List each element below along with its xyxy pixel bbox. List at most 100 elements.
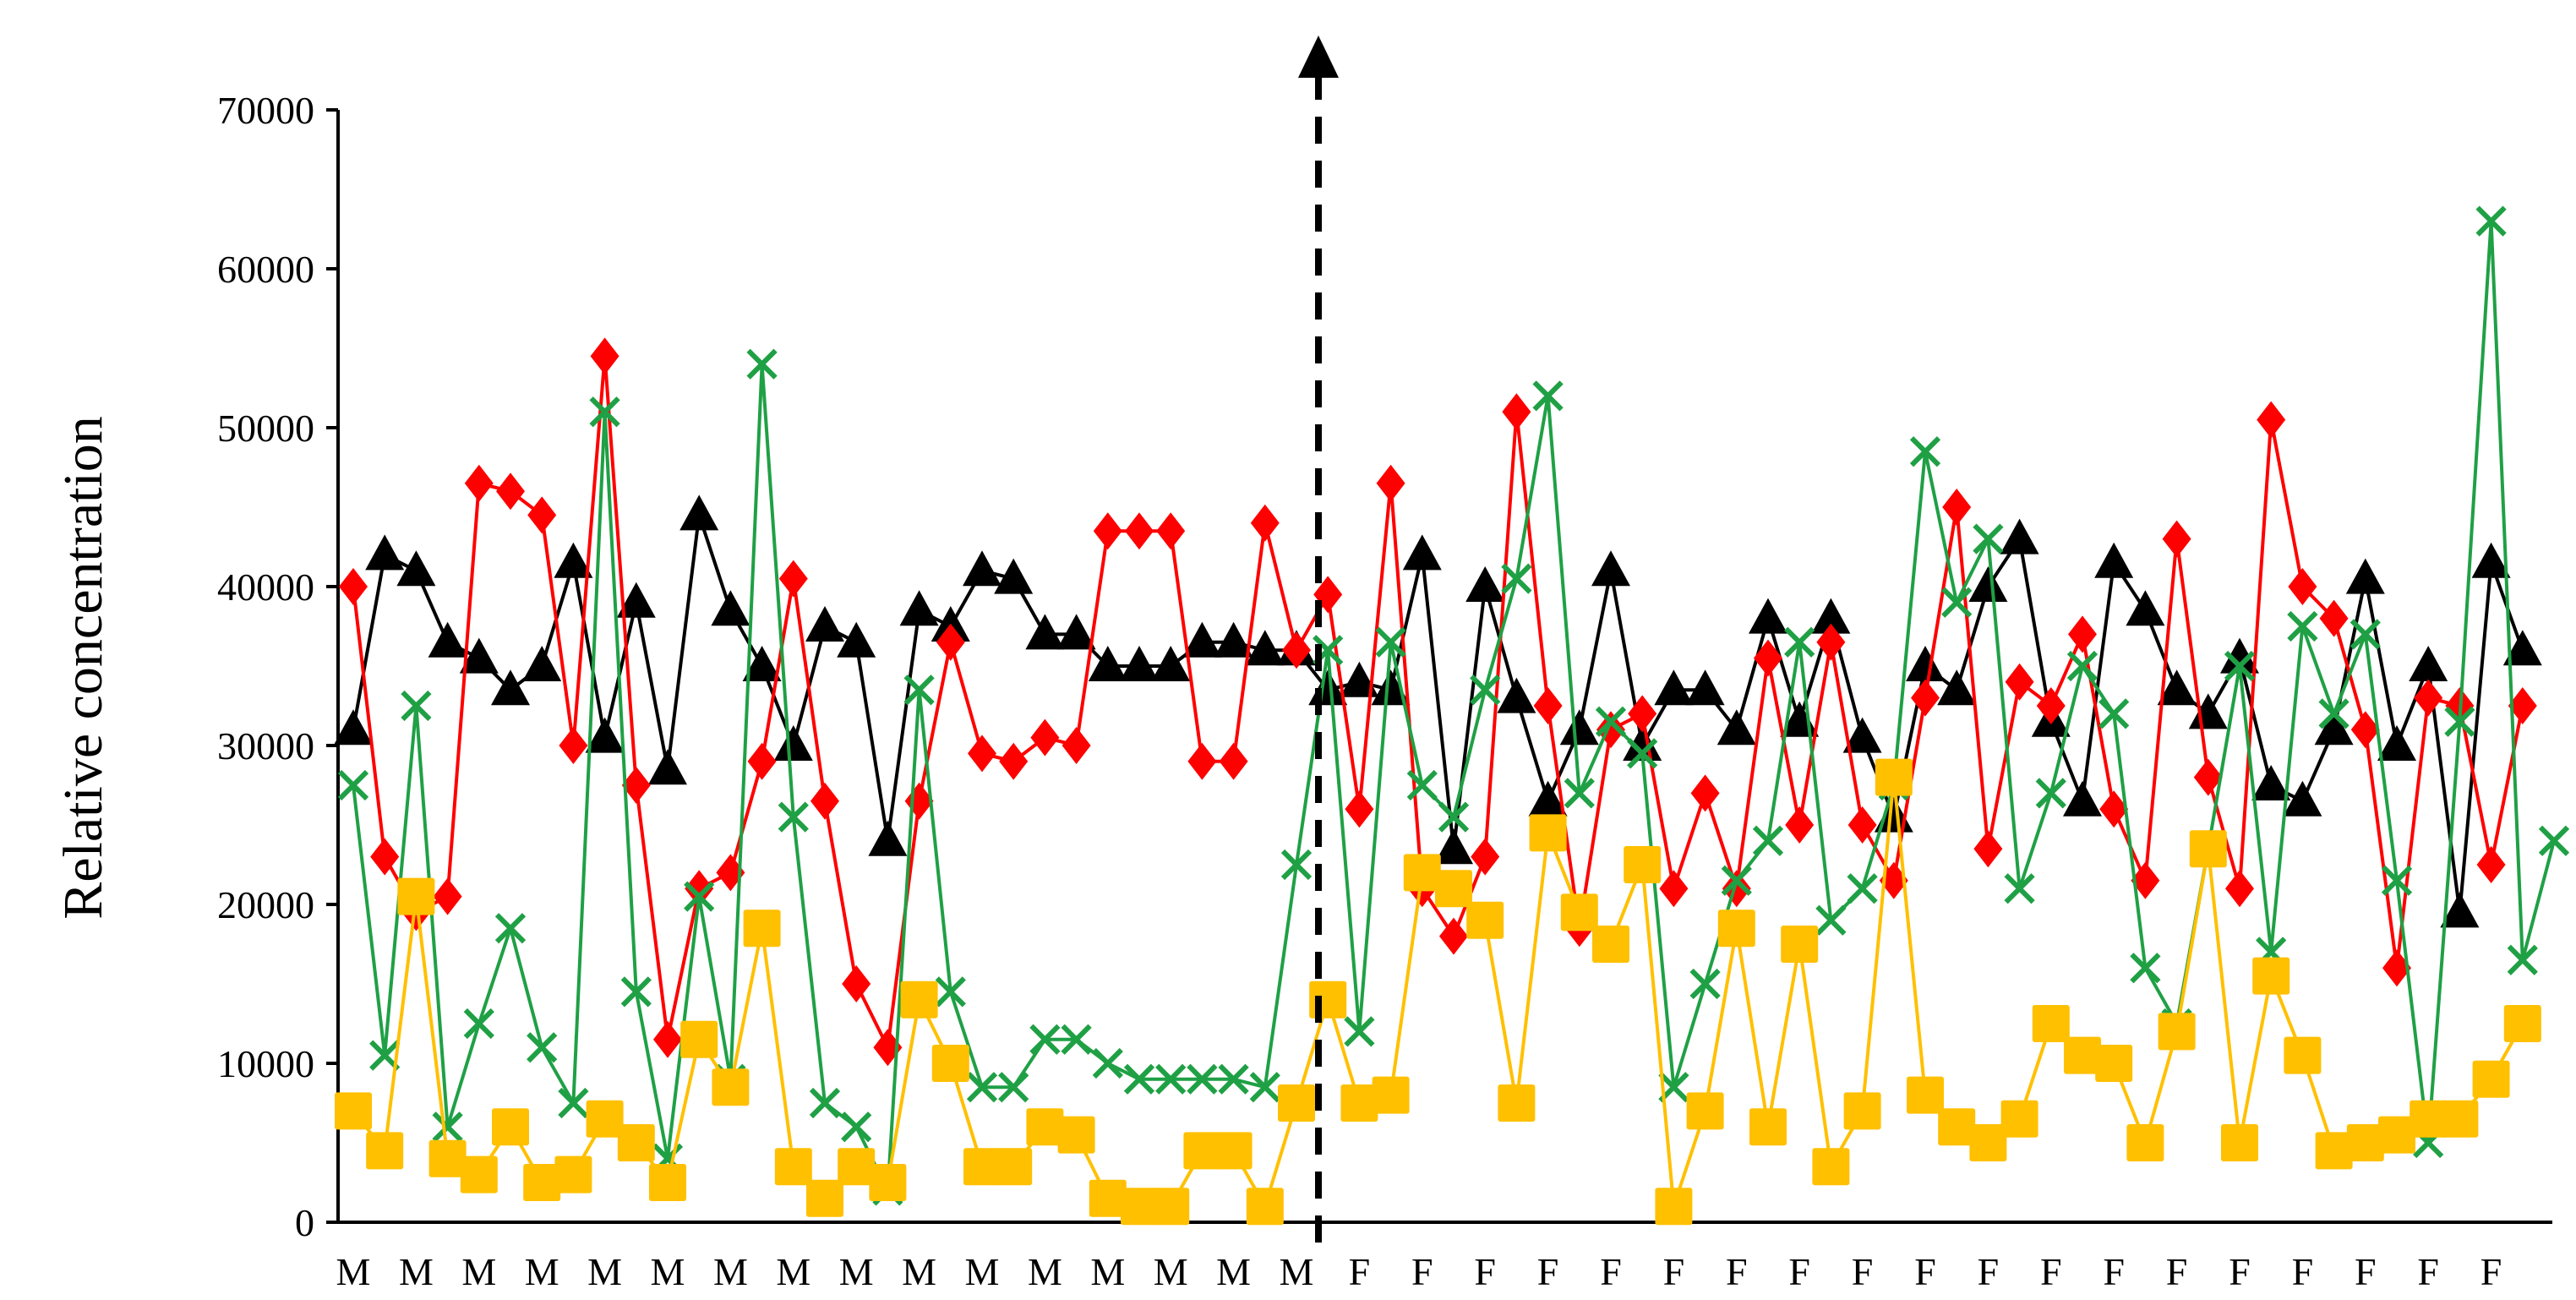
data-point-triangle xyxy=(1749,598,1787,634)
data-point-square xyxy=(1466,901,1504,939)
x-tick-label: M xyxy=(651,1250,685,1293)
data-point-diamond xyxy=(1345,790,1374,828)
data-point-triangle xyxy=(1151,646,1191,681)
data-point-diamond xyxy=(1942,489,1972,526)
data-point-triangle xyxy=(1654,669,1694,706)
data-point-diamond xyxy=(1062,727,1091,764)
data-point-x xyxy=(1438,801,1470,833)
x-tick-label: F xyxy=(2103,1250,2125,1293)
x-tick-label: M xyxy=(399,1250,434,1293)
y-tick-label: 60000 xyxy=(217,248,314,291)
data-point-square xyxy=(1749,1108,1787,1146)
data-point-square xyxy=(995,1148,1033,1186)
data-point-square xyxy=(1498,1084,1536,1122)
data-point-x xyxy=(935,976,966,1008)
data-point-square xyxy=(1372,1076,1410,1114)
data-point-x xyxy=(2475,205,2507,237)
x-tick-label: M xyxy=(1028,1250,1062,1293)
data-point-triangle xyxy=(491,669,530,706)
data-point-triangle xyxy=(2471,542,2511,578)
data-point-triangle xyxy=(805,606,844,642)
series-line-triangle xyxy=(352,513,2524,915)
data-point-x xyxy=(2287,610,2318,642)
data-point-diamond xyxy=(1816,623,1846,661)
data-point-square xyxy=(1655,1188,1693,1226)
x-tick-label: F xyxy=(1663,1250,1685,1293)
data-point-square xyxy=(900,980,938,1019)
data-point-diamond xyxy=(2476,846,2506,883)
data-point-square xyxy=(460,1155,498,1193)
data-point-square xyxy=(2284,1036,2322,1074)
data-point-triangle xyxy=(1056,614,1096,650)
data-point-triangle xyxy=(2000,518,2039,554)
data-point-x xyxy=(337,769,369,801)
data-point-square xyxy=(2000,1100,2038,1138)
data-point-x xyxy=(2381,865,2413,896)
data-point-x xyxy=(401,690,432,722)
y-tick-label: 20000 xyxy=(217,883,314,926)
data-point-square xyxy=(1246,1188,1284,1226)
data-point-diamond xyxy=(2162,520,2191,558)
data-point-x xyxy=(2507,944,2538,975)
data-point-diamond xyxy=(2257,401,2286,439)
series-group xyxy=(334,205,2570,1226)
data-point-diamond xyxy=(747,742,777,780)
data-point-square xyxy=(1309,980,1347,1019)
data-point-square xyxy=(2472,1060,2510,1098)
data-point-x xyxy=(1092,1047,1123,1079)
data-point-diamond xyxy=(590,337,619,375)
x-tick-label: F xyxy=(1600,1250,1622,1293)
data-point-triangle xyxy=(459,637,499,674)
data-point-square xyxy=(1875,758,1913,796)
data-point-diamond xyxy=(621,767,651,804)
data-point-x xyxy=(1187,1063,1218,1095)
data-point-diamond xyxy=(2131,861,2160,899)
data-point-x xyxy=(620,976,652,1008)
data-point-x xyxy=(1061,1024,1092,1055)
data-point-square xyxy=(2158,1013,2196,1051)
data-point-square xyxy=(712,1068,750,1106)
data-point-triangle xyxy=(1434,828,1473,865)
data-point-diamond xyxy=(2414,679,2443,717)
data-point-triangle xyxy=(2220,637,2259,674)
data-point-diamond xyxy=(685,870,714,908)
data-point-square xyxy=(523,1164,561,1201)
x-tick-label: F xyxy=(1852,1250,1874,1293)
data-point-diamond xyxy=(1282,631,1311,669)
data-point-triangle xyxy=(1716,709,1756,746)
data-point-triangle xyxy=(1088,646,1127,681)
data-point-square xyxy=(1057,1116,1095,1154)
data-point-square xyxy=(2378,1116,2415,1154)
data-point-square xyxy=(963,1148,1001,1186)
data-point-square xyxy=(1214,1132,1253,1170)
data-point-square xyxy=(1812,1148,1850,1186)
data-point-square xyxy=(2410,1100,2448,1138)
data-point-diamond xyxy=(968,735,996,773)
data-point-triangle xyxy=(2251,765,2291,800)
y-tick-group: 0 10000 20000 30000 40000 50000 60000 70000 xyxy=(217,89,338,1244)
data-point-square xyxy=(2441,1100,2479,1138)
x-tick-label: F xyxy=(1726,1250,1748,1293)
data-point-diamond xyxy=(842,965,871,1002)
series-line-diamond xyxy=(352,354,2524,1050)
data-point-square xyxy=(1089,1179,1127,1217)
data-point-x xyxy=(1470,675,1501,706)
x-tick-label: M xyxy=(713,1250,748,1293)
data-point-square xyxy=(806,1179,843,1217)
data-point-square xyxy=(1278,1084,1315,1122)
data-point-square xyxy=(366,1132,404,1170)
data-point-x xyxy=(1406,769,1438,801)
data-point-x xyxy=(494,913,527,944)
data-point-triangle xyxy=(1811,598,1851,634)
data-point-triangle xyxy=(1182,621,1222,658)
data-point-diamond xyxy=(2508,687,2537,724)
data-point-diamond xyxy=(1973,830,2003,868)
data-point-square xyxy=(1969,1124,2007,1161)
data-point-square xyxy=(1152,1188,1190,1226)
data-point-diamond xyxy=(1471,838,1500,876)
data-point-square xyxy=(1624,846,1662,883)
data-point-square xyxy=(2315,1132,2353,1170)
series-diamond xyxy=(339,337,2537,1067)
data-point-square xyxy=(2189,830,2227,868)
